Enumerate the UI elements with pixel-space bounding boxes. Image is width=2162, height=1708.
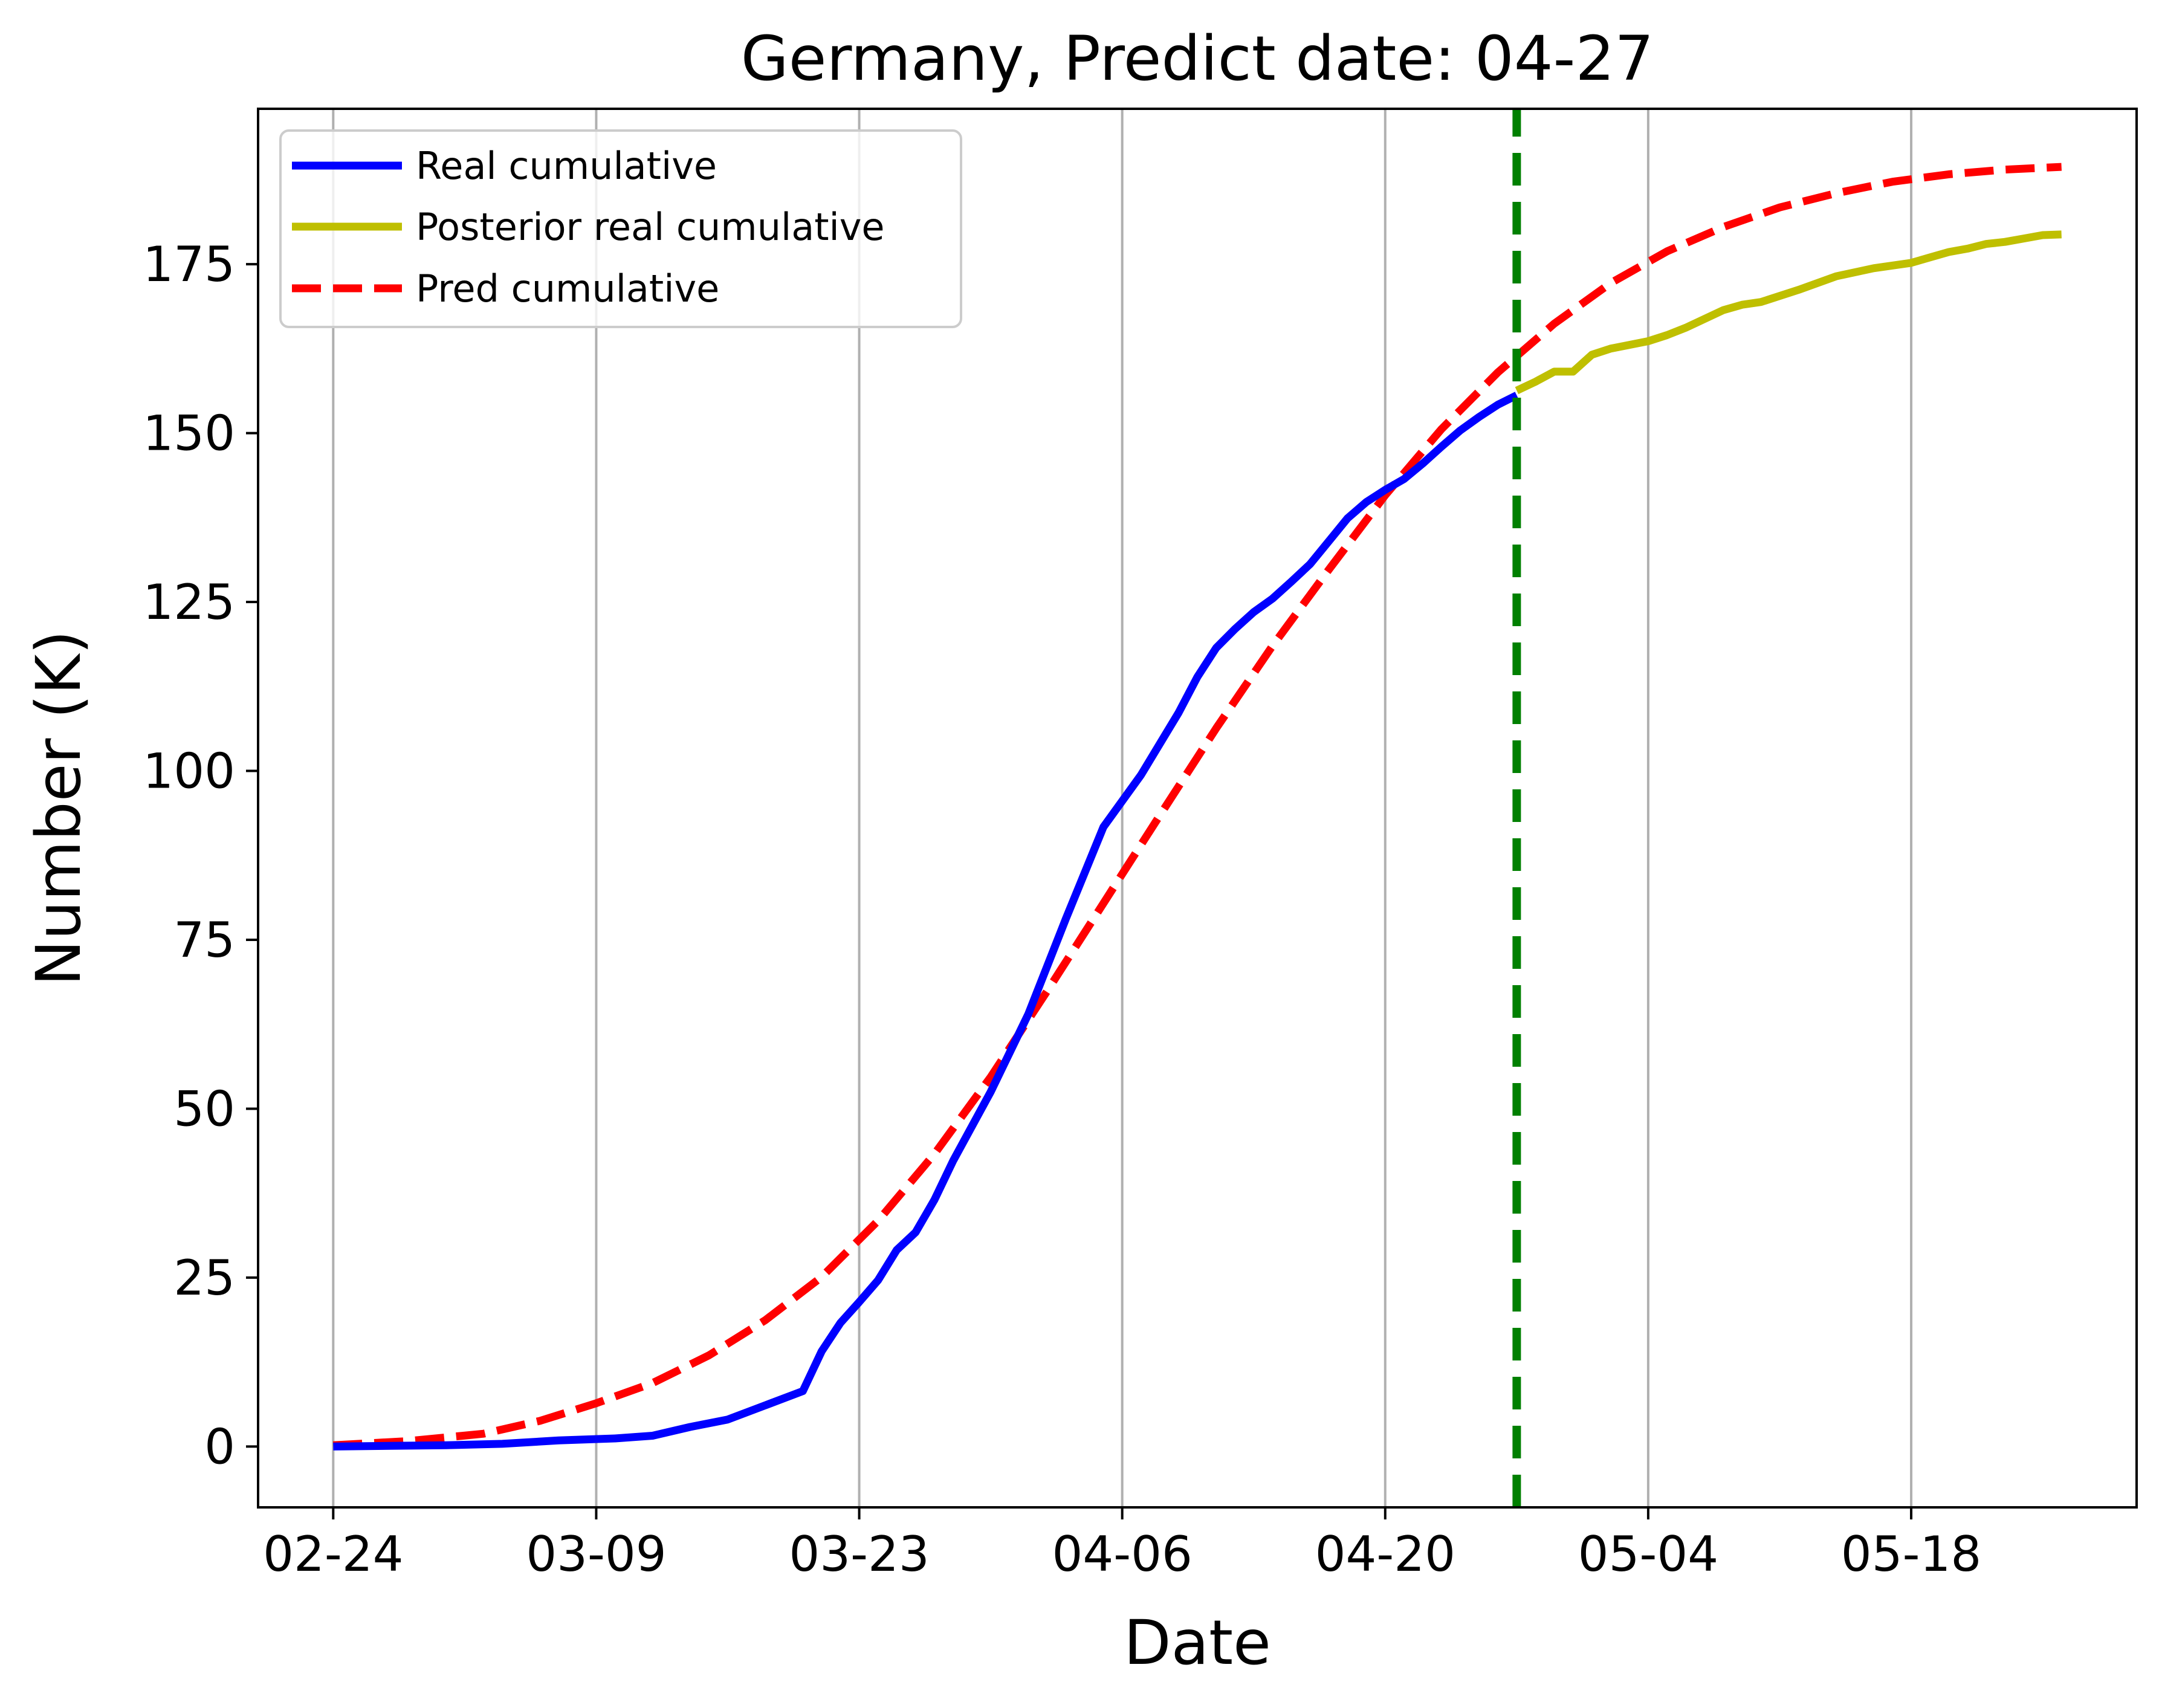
legend-label-posterior: Posterior real cumulative — [416, 205, 885, 249]
y-axis: 0 25 50 75 100 125 150 175 — [143, 236, 258, 1475]
x-tick-label: 05-18 — [1841, 1526, 1981, 1582]
legend-label-real: Real cumulative — [416, 144, 717, 188]
series-layer — [332, 109, 2062, 1507]
y-tick-label: 100 — [143, 743, 235, 800]
y-tick-label: 0 — [204, 1418, 235, 1475]
plot-frame — [257, 108, 2138, 1509]
x-axis-label: Date — [1124, 1607, 1271, 1679]
y-tick-label: 25 — [173, 1250, 235, 1306]
x-tick-label: 03-23 — [789, 1526, 929, 1582]
legend-box — [279, 129, 962, 328]
x-tick-label: 04-06 — [1052, 1526, 1192, 1582]
y-tick-label: 150 — [143, 406, 235, 462]
series-pred-cumulative — [332, 163, 2062, 1449]
x-tick-label: 05-04 — [1578, 1526, 1718, 1582]
x-tick-label: 03-09 — [526, 1526, 666, 1582]
y-tick-label: 50 — [173, 1081, 235, 1137]
legend: Real cumulative Posterior real cumulativ… — [279, 129, 962, 328]
chart-title: Germany, Predict date: 04-27 — [741, 23, 1654, 95]
x-tick-label: 04-20 — [1315, 1526, 1455, 1582]
y-tick-label: 75 — [173, 912, 235, 968]
series-real-cumulative — [333, 392, 1519, 1451]
y-tick-label: 175 — [143, 236, 235, 293]
y-tick-label: 125 — [143, 574, 235, 630]
y-axis-label: Number (K) — [23, 630, 95, 986]
grid-lines — [332, 109, 1913, 1507]
legend-label-pred: Pred cumulative — [416, 267, 719, 311]
x-axis: 02-24 03-09 03-23 04-06 04-20 05-04 05-18 — [263, 1507, 1981, 1582]
series-posterior-real-cumulative — [1515, 230, 2062, 395]
x-tick-label: 02-24 — [263, 1526, 403, 1582]
